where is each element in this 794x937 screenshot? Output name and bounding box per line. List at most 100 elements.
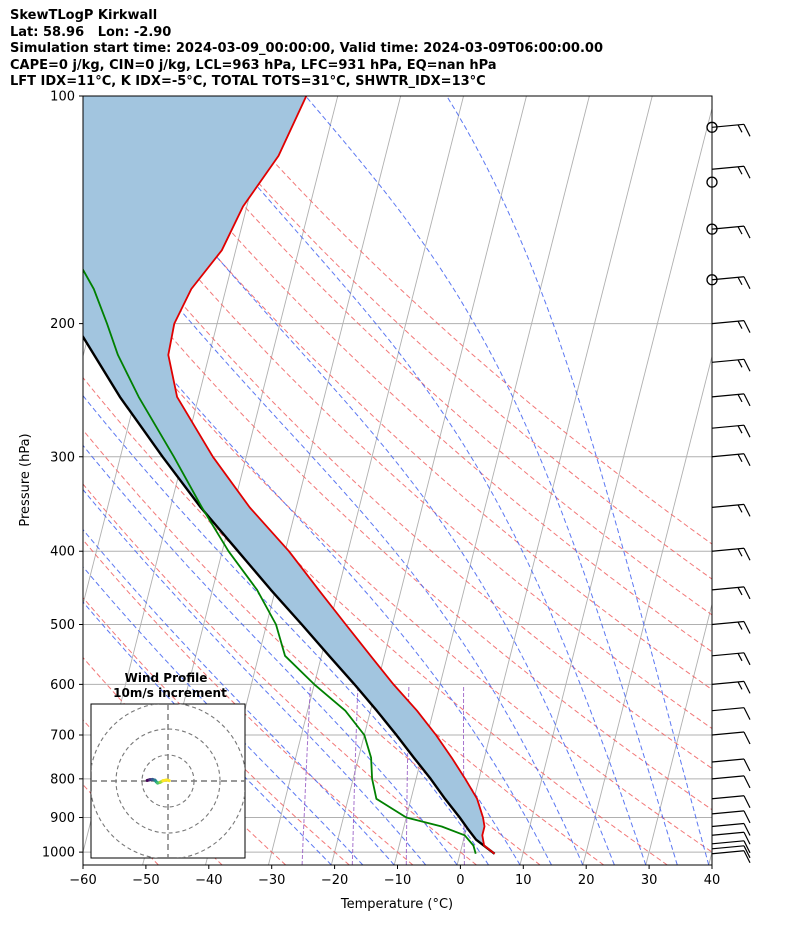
wind-barb: [711, 775, 751, 789]
hodograph-plot: [91, 704, 245, 858]
wind-barb-flag: [743, 393, 751, 407]
wind-barb-flag: [737, 548, 743, 557]
wind-barb-flag: [737, 359, 743, 368]
wind-barb-flag: [743, 845, 751, 859]
y-tick-label: 1000: [42, 846, 75, 861]
title-line-cape: CAPE=0 j/kg, CIN=0 j/kg, LCL=963 hPa, LF…: [10, 57, 497, 73]
dry-adiabat-line: [83, 276, 712, 853]
wind-barb: [711, 424, 751, 438]
moist-adiabat-line: [87, 96, 615, 865]
wind-barb-flag: [737, 587, 743, 596]
wind-barb-flag: [743, 547, 751, 561]
wind-barb: [711, 393, 751, 407]
cin-shading: [83, 96, 493, 853]
wind-barb-staff: [711, 850, 745, 855]
wind-barb: [711, 652, 751, 666]
wind-barb-flag: [737, 124, 743, 133]
isotherm-line: [267, 96, 464, 865]
dewpoint-line: [83, 267, 477, 855]
moist-adiabat-line: [83, 188, 584, 865]
temperature-line: [167, 96, 496, 855]
profile-series-layer: [83, 96, 496, 855]
isotherm-line: [83, 96, 87, 111]
wind-barb-staff: [711, 707, 745, 712]
axes-layer: −60 −50 −40 −30 −20 −10 0 10 20 30 40 100 200 300 400 5…: [42, 90, 720, 889]
wind-barb-flag: [743, 707, 751, 720]
wind-barb-staff: [711, 840, 745, 845]
wind-barb-staff: [711, 831, 745, 836]
hodograph-trace-segment: [165, 778, 171, 783]
wind-barb-flag: [743, 504, 751, 517]
cape-cin-fill-layer: [83, 96, 493, 853]
wind-barb-flag: [737, 621, 743, 630]
dry-adiabat-line: [214, 96, 712, 545]
wind-barb: [711, 620, 751, 634]
dry-adiabat-line: [83, 429, 541, 865]
wind-barb-flag: [743, 840, 751, 854]
x-tick-label: −20: [321, 873, 348, 888]
moist-adiabat-line: [180, 96, 647, 865]
wind-barb-staff: [711, 775, 745, 780]
parcel-profile-line: [83, 334, 496, 855]
dry-adiabat-line: [83, 137, 712, 730]
wind-barb: [711, 503, 751, 517]
wind-barb-flag: [743, 681, 751, 694]
dry-adiabat-line: [83, 228, 712, 811]
wind-barb: [711, 731, 751, 745]
hodograph-inset: Wind Profile 10m/s increment: [90, 671, 246, 859]
wind-barb: [711, 795, 751, 809]
wind-barb-flag: [737, 166, 743, 175]
moist-adiabat-line: [305, 96, 678, 865]
wind-barb: [711, 758, 751, 772]
y-tick-label: 600: [50, 678, 75, 693]
wind-barb-flag: [737, 226, 743, 235]
wind-barb-flag: [737, 320, 743, 329]
x-tick-label: 10: [515, 873, 532, 888]
x-tick-label: 40: [704, 873, 721, 888]
wind-barb: [711, 680, 751, 694]
isotherm-line: [772, 96, 794, 865]
x-tick-label: −10: [384, 873, 411, 888]
wind-barb-flag: [743, 775, 751, 789]
wind-barb-layer: [706, 121, 751, 864]
wind-barb-flag: [743, 424, 751, 438]
wind-barb: [711, 547, 751, 561]
wind-barb-staff: [711, 758, 745, 763]
x-tick-label: 20: [578, 873, 595, 888]
isotherm-line: [456, 96, 653, 865]
wind-barb-flag: [743, 453, 751, 467]
wind-barb-flag: [743, 621, 751, 634]
wind-barb-flag: [743, 276, 751, 290]
y-tick-label: 900: [50, 811, 75, 826]
x-axis-label: Temperature (°C): [340, 897, 453, 912]
wind-barb-flag: [737, 504, 743, 513]
wind-barb: [711, 840, 751, 854]
wind-barb: [711, 845, 751, 859]
y-tick-label: 500: [50, 618, 75, 633]
moist-adiabat-line: [83, 269, 552, 865]
dry-adiabat-line: [83, 539, 414, 865]
dry-adiabat-line: [83, 376, 604, 865]
moist-adiabat-line: [83, 394, 490, 865]
mixing-ratio-line: [351, 685, 359, 865]
wind-barb: [711, 276, 751, 290]
wind-barb-flag: [737, 653, 743, 662]
wind-barb-flag: [737, 681, 743, 690]
wind-barb-flag: [743, 823, 751, 836]
wind-barb-flag: [737, 453, 743, 463]
wind-barb-flag: [737, 276, 743, 286]
wind-barb-flag: [743, 225, 751, 239]
dry-adiabat-line: [149, 96, 712, 616]
title-line-location: Lat: 58.96 Lon: -2.90: [10, 24, 172, 40]
wind-barb: [711, 822, 751, 836]
moist-adiabat-line: [83, 528, 395, 865]
isotherm-line: [708, 850, 712, 865]
wind-barb: [711, 586, 751, 600]
wind-barb: [711, 225, 751, 239]
moist-adiabat-line: [83, 601, 332, 865]
wind-barb-staff: [711, 731, 745, 736]
isotherm-line: [330, 96, 527, 865]
wind-barb-flag: [743, 795, 751, 809]
chart-title-block: SkewTLogP Kirkwall Lat: 58.96 Lon: -2.90…: [10, 8, 603, 91]
wind-barb-flag: [743, 850, 751, 864]
